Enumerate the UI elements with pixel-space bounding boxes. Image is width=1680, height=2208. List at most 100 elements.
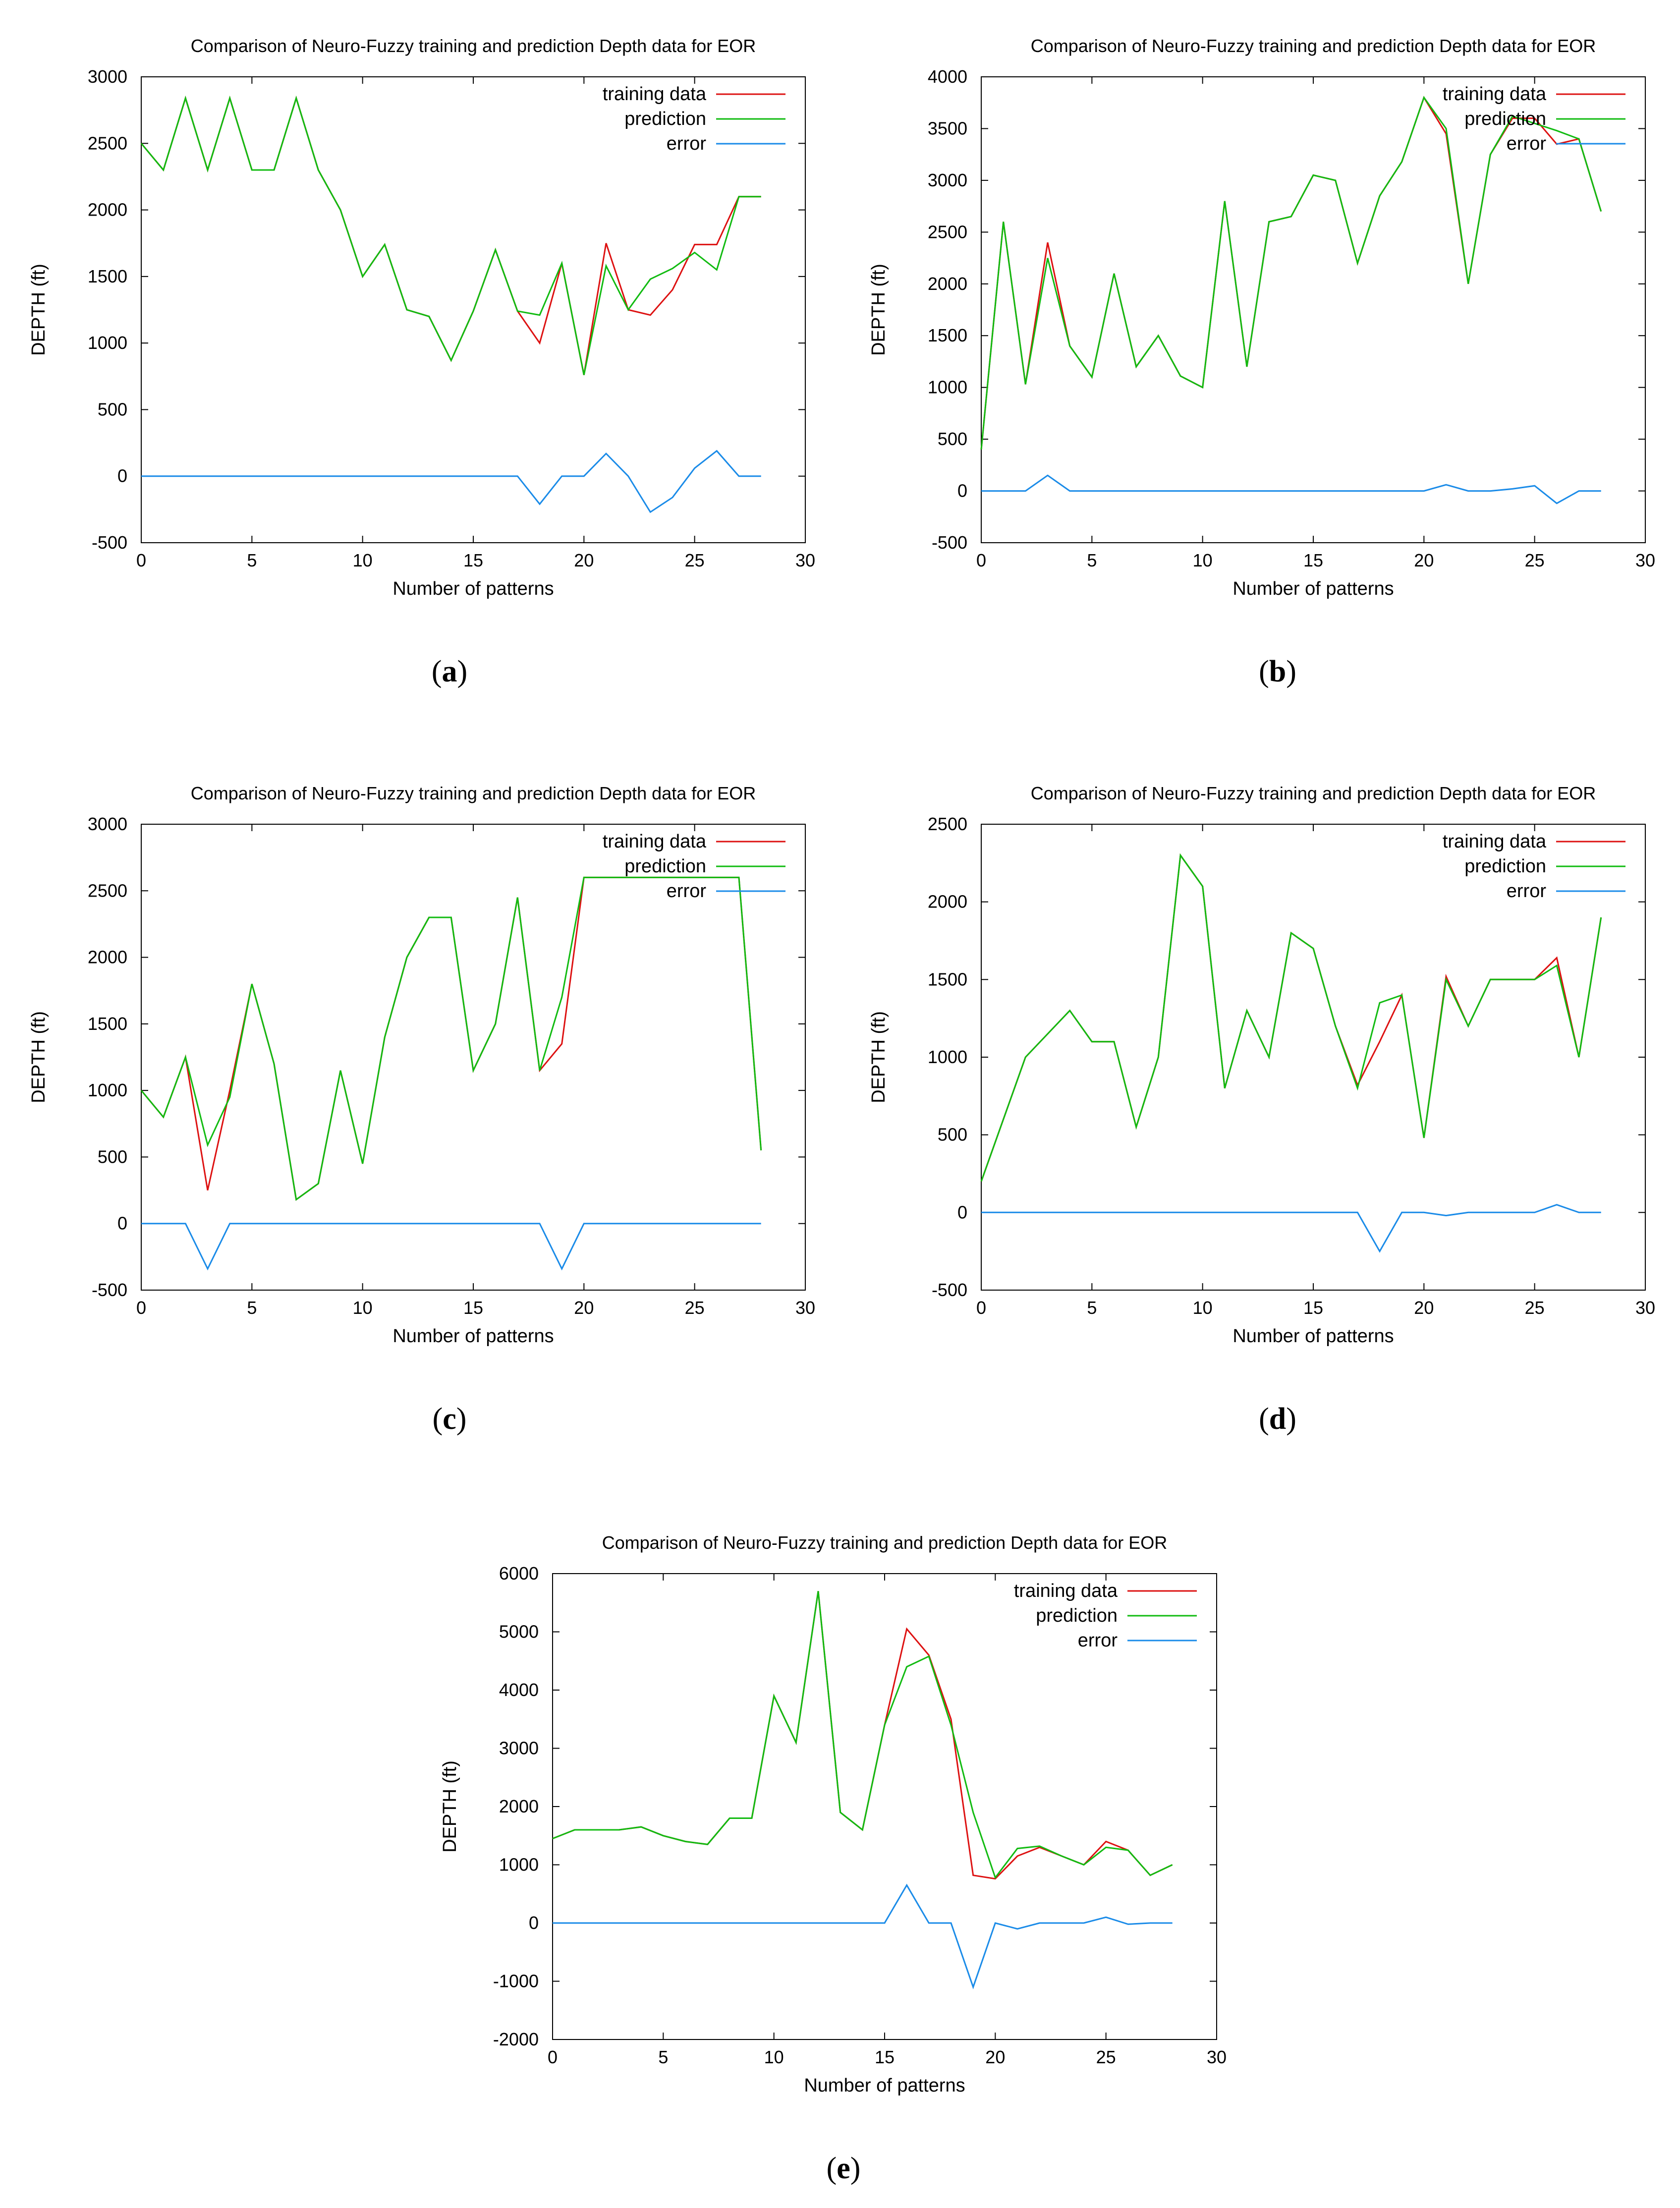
legend-label-error: error — [667, 133, 707, 154]
y-tick-label: 1000 — [88, 333, 127, 353]
y-tick-label: 0 — [957, 1202, 967, 1222]
y-axis-label: DEPTH (ft) — [28, 1011, 49, 1103]
y-tick-label: 500 — [938, 429, 967, 449]
x-tick-label: 5 — [658, 2047, 668, 2067]
x-axis-label: Number of patterns — [392, 578, 554, 599]
y-tick-label: 2500 — [928, 814, 967, 834]
y-tick-label: 2000 — [928, 274, 967, 294]
y-tick-label: 1000 — [88, 1080, 127, 1100]
y-axis-label: DEPTH (ft) — [440, 1760, 460, 1853]
x-tick-label: 30 — [1635, 1298, 1655, 1318]
x-tick-label: 0 — [976, 1298, 986, 1318]
legend-label-prediction: prediction — [1464, 856, 1546, 877]
legend-label-prediction: prediction — [1464, 109, 1546, 129]
legend-label-training-data: training data — [603, 84, 707, 105]
x-tick-label: 0 — [548, 2047, 558, 2067]
series-line-prediction — [980, 853, 1602, 1182]
series-line-error — [141, 450, 761, 513]
y-tick-label: 2000 — [928, 892, 967, 912]
x-tick-label: 25 — [1096, 2047, 1116, 2067]
legend-label-training-data: training data — [603, 831, 707, 852]
legend-label-error: error — [1078, 1630, 1118, 1651]
y-tick-label: 500 — [98, 1146, 127, 1167]
x-tick-label: 15 — [463, 1298, 483, 1318]
y-tick-label: 1500 — [88, 266, 127, 286]
series-line-prediction — [140, 95, 761, 375]
y-tick-label: 4000 — [499, 1680, 539, 1700]
legend-label-error: error — [667, 881, 707, 902]
y-tick-label: 2500 — [88, 133, 127, 153]
series-line-prediction — [980, 96, 1602, 450]
chart-panel-c: Comparison of Neuro-Fuzzy training and p… — [0, 767, 840, 1451]
y-tick-label: 3000 — [499, 1738, 539, 1758]
chart-panel-e: Comparison of Neuro-Fuzzy training and p… — [411, 1517, 1251, 2176]
x-axis-label: Number of patterns — [804, 2075, 965, 2096]
legend-label-error: error — [1507, 881, 1547, 902]
y-tick-label: 1000 — [928, 377, 967, 397]
y-tick-label: 2500 — [88, 880, 127, 901]
chart-panel-b: Comparison of Neuro-Fuzzy training and p… — [840, 20, 1680, 704]
chart-c-plot: Comparison of Neuro-Fuzzy training and p… — [28, 783, 815, 1347]
series-line-prediction — [552, 1591, 1173, 1879]
y-tick-label: -2000 — [493, 2029, 539, 2049]
x-tick-label: 0 — [136, 550, 146, 570]
chart-panel-d: Comparison of Neuro-Fuzzy training and p… — [840, 767, 1680, 1451]
x-tick-label: 20 — [1414, 550, 1434, 570]
chart-e-plot: Comparison of Neuro-Fuzzy training and p… — [440, 1532, 1227, 2096]
series-line-error — [553, 1883, 1173, 1989]
x-tick-label: 0 — [976, 550, 986, 570]
legend-label-training-data: training data — [1443, 831, 1547, 852]
x-tick-label: 25 — [1525, 1298, 1545, 1318]
y-tick-label: -500 — [932, 1280, 967, 1300]
y-tick-label: 4000 — [928, 66, 967, 87]
x-tick-label: 0 — [136, 1298, 146, 1318]
x-tick-label: 20 — [985, 2047, 1005, 2067]
caption-d: (d) — [1259, 1402, 1296, 1436]
y-axis-label: DEPTH (ft) — [28, 264, 49, 356]
chart-title: Comparison of Neuro-Fuzzy training and p… — [191, 783, 756, 803]
x-tick-label: 10 — [353, 1298, 373, 1318]
x-tick-label: 30 — [1635, 550, 1655, 570]
legend-label-training-data: training data — [1014, 1581, 1118, 1601]
x-tick-label: 20 — [574, 1298, 594, 1318]
y-tick-label: 1000 — [499, 1855, 539, 1875]
y-tick-label: 500 — [938, 1125, 967, 1145]
x-axis-label: Number of patterns — [1232, 578, 1394, 599]
y-tick-label: -500 — [932, 532, 967, 553]
series-line-error — [981, 474, 1601, 505]
x-tick-label: 20 — [574, 550, 594, 570]
y-tick-label: 2500 — [928, 222, 967, 242]
y-tick-label: 2000 — [499, 1796, 539, 1816]
y-tick-label: 2000 — [88, 947, 127, 967]
x-tick-label: 15 — [1303, 550, 1323, 570]
series-line-error — [141, 1223, 761, 1271]
series-line-training-data — [980, 853, 1602, 1182]
y-tick-label: 5000 — [499, 1622, 539, 1642]
chart-title: Comparison of Neuro-Fuzzy training and p… — [1031, 36, 1596, 56]
y-tick-label: 2000 — [88, 200, 127, 220]
chart-d-plot: Comparison of Neuro-Fuzzy training and p… — [868, 783, 1655, 1347]
legend-label-error: error — [1507, 133, 1547, 154]
y-tick-label: 3000 — [88, 66, 127, 87]
y-tick-label: 3000 — [928, 170, 967, 190]
x-axis-label: Number of patterns — [1232, 1326, 1394, 1347]
caption-b: (b) — [1259, 655, 1296, 688]
y-axis-label: DEPTH (ft) — [868, 264, 889, 356]
series-line-error — [981, 1204, 1601, 1253]
y-tick-label: -1000 — [493, 1971, 539, 1991]
x-tick-label: 10 — [353, 550, 373, 570]
x-tick-label: 15 — [875, 2047, 895, 2067]
x-tick-label: 10 — [1193, 550, 1213, 570]
y-tick-label: -500 — [92, 532, 127, 553]
series-line-prediction — [140, 876, 762, 1201]
x-tick-label: 5 — [247, 1298, 257, 1318]
caption-a: (a) — [431, 655, 468, 688]
y-tick-label: 0 — [957, 481, 967, 501]
series-line-training-data — [140, 876, 762, 1201]
legend-label-prediction: prediction — [1036, 1605, 1118, 1626]
y-axis-label: DEPTH (ft) — [868, 1011, 889, 1103]
y-tick-label: -500 — [92, 1280, 127, 1300]
x-tick-label: 15 — [463, 550, 483, 570]
y-tick-label: 6000 — [499, 1563, 539, 1584]
x-tick-label: 10 — [764, 2047, 784, 2067]
